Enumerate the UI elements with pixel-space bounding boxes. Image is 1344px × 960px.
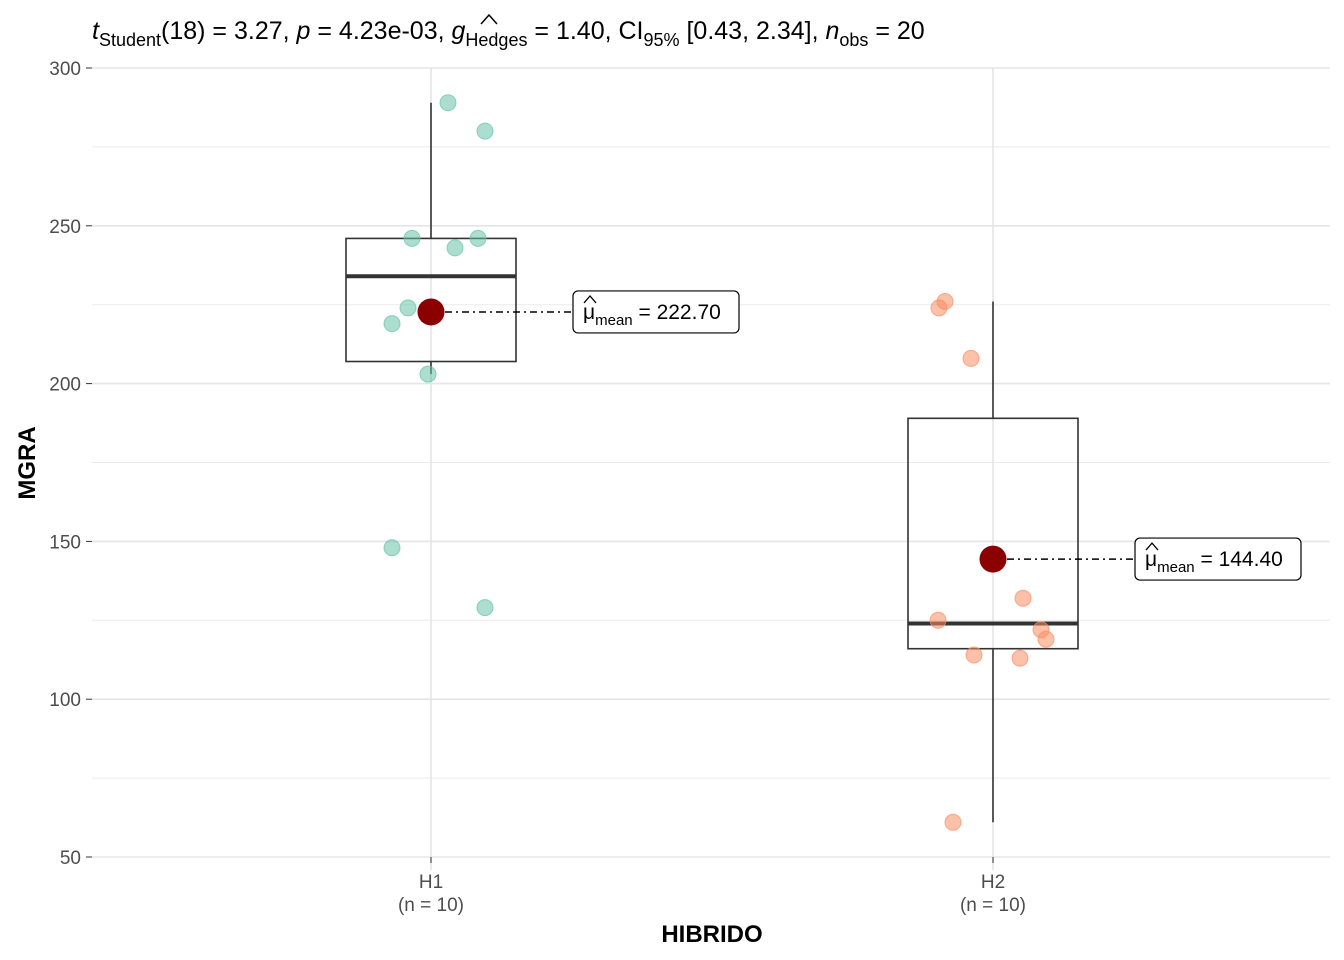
data-point <box>930 299 948 317</box>
x-tick-label: H2 <box>981 872 1005 893</box>
mean-value: = 222.70 <box>633 301 721 324</box>
data-point <box>965 646 983 664</box>
x-tick-count-label: (n = 10) <box>960 895 1026 916</box>
mean-label-box <box>1134 537 1302 581</box>
x-axis: H1(n = 10)H2(n = 10) <box>398 857 1026 916</box>
data-point <box>1011 649 1029 667</box>
data-point <box>383 539 401 557</box>
mean-symbol: μ <box>583 301 595 324</box>
y-axis-title: MGRA <box>14 426 41 499</box>
y-tick-label: 100 <box>49 690 81 711</box>
data-point <box>439 94 457 112</box>
data-point <box>476 122 494 140</box>
mean-subscript: mean <box>595 312 633 329</box>
boxplots <box>345 102 1079 823</box>
mean-label: μmean = 144.40 <box>1145 548 1283 576</box>
data-point <box>476 599 494 617</box>
data-point <box>403 229 421 247</box>
data-point <box>419 365 437 383</box>
mean-value: = 144.40 <box>1195 548 1283 571</box>
x-tick-label: H1 <box>419 872 443 893</box>
data-point <box>944 813 962 831</box>
title-g-hat <box>480 13 498 25</box>
mean-label-box <box>572 290 740 334</box>
y-tick-label: 150 <box>49 532 81 553</box>
mean-hat <box>1145 542 1159 551</box>
data-point <box>469 229 487 247</box>
major-gridlines <box>92 67 1330 870</box>
mean-point <box>417 298 445 326</box>
data-points <box>383 94 1055 831</box>
data-point <box>399 299 417 317</box>
y-axis: 50 100 150 200 250 300 <box>49 59 92 869</box>
x-axis-title: HIBRIDO <box>661 921 762 948</box>
data-point <box>962 349 980 367</box>
minor-gridlines <box>92 146 1330 779</box>
y-tick-label: 250 <box>49 217 81 238</box>
data-point <box>1014 589 1032 607</box>
box <box>907 417 1079 650</box>
y-tick-label: 200 <box>49 375 81 396</box>
y-tick-label: 50 <box>60 848 81 869</box>
mean-hat <box>583 294 597 304</box>
y-tick-label: 300 <box>49 59 81 80</box>
data-point <box>929 611 947 629</box>
mean-point <box>979 545 1007 573</box>
mean-label: μmean = 222.70 <box>583 301 721 329</box>
data-point <box>1037 630 1055 648</box>
mean-symbol: μ <box>1145 548 1157 571</box>
x-tick-count-label: (n = 10) <box>398 895 464 916</box>
box <box>345 237 517 363</box>
data-point <box>446 239 464 257</box>
chart-title: tStudent(18) = 3.27, p = 4.23e-03, gHedg… <box>92 17 925 50</box>
mean-subscript: mean <box>1157 559 1195 576</box>
data-point <box>383 315 401 333</box>
